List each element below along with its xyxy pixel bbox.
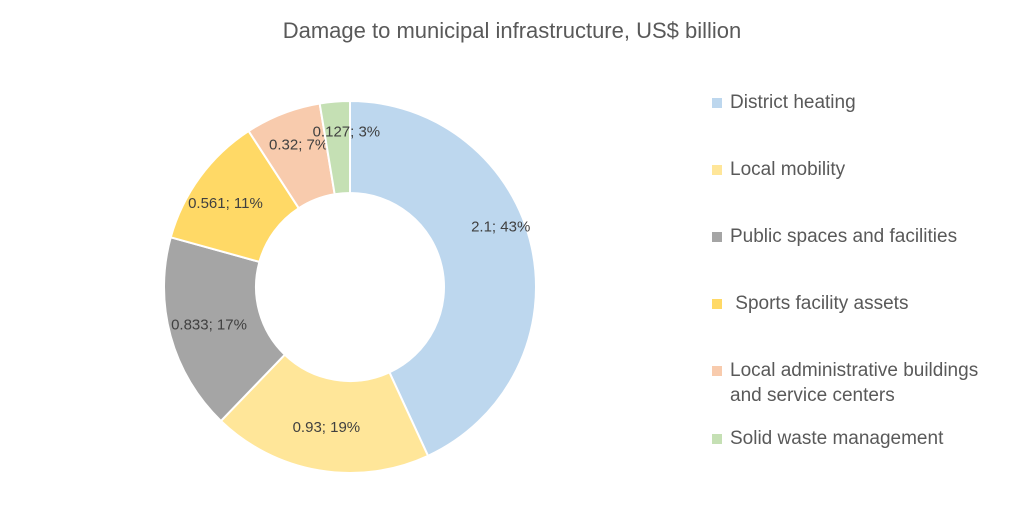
slice-data-label: 2.1; 43% [471,219,530,236]
legend-label: District heating [730,92,856,113]
legend-label: Local administrative buildings and servi… [730,360,984,406]
donut-slice [349,99,537,458]
legend-swatch [712,366,722,376]
donut-slice [318,99,351,196]
legend-swatch [712,299,722,309]
legend-item: Local administrative buildings and servi… [712,358,1012,408]
chart-legend: District heating Local mobility Public spa… [712,90,1012,451]
slice-data-label: 0.93; 19% [293,419,361,436]
legend-item: Solid waste management [712,426,1012,451]
legend-label: Sports facility assets [730,293,909,314]
legend-item: District heating [712,90,1012,115]
slice-data-label: 0.833; 17% [171,316,247,333]
legend-item: Local mobility [712,157,1012,182]
legend-swatch [712,98,722,108]
legend-label: Public spaces and facilities [730,226,958,247]
slice-data-label: 0.561; 11% [188,195,263,212]
donut-chart: 2.1; 43% 0.93; 19% 0.833; 17% 0.561; 11% 0.3… [163,99,537,474]
donut-slice [163,236,287,423]
slice-data-label: 0.127; 3% [313,123,381,140]
legend-item: Public spaces and facilities [712,224,1012,249]
legend-swatch [712,232,722,242]
legend-item: Sports facility assets [712,291,1012,316]
legend-swatch [712,434,722,444]
legend-label: Local mobility [730,159,846,180]
slice-data-label: 0.32; 7% [269,137,328,154]
legend-swatch [712,165,722,175]
donut-slice [219,353,430,474]
legend-label: Solid waste management [730,428,944,449]
chart-title: Damage to municipal infrastructure, US$ … [282,18,742,43]
